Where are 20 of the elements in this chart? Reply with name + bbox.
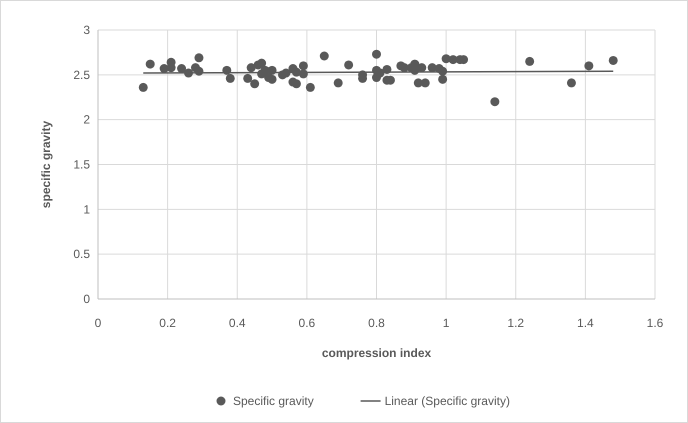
y-tick-label: 1.5 (73, 158, 90, 172)
legend-label: Specific gravity (233, 394, 314, 408)
y-tick-label: 0 (83, 292, 90, 306)
y-axis-title: specific gravity (39, 120, 53, 208)
x-tick-label: 0.8 (368, 316, 386, 330)
x-tick-label: 0.6 (298, 316, 316, 330)
legend-label: Linear (Specific gravity) (384, 394, 510, 408)
y-tick-label: 1 (83, 202, 90, 216)
y-tick-label: 2 (83, 112, 90, 127)
x-tick-label: 1.4 (577, 316, 594, 330)
y-tick-label: 3 (83, 23, 90, 37)
x-tick-label: 1 (442, 316, 450, 330)
x-tick-label: 0.2 (159, 316, 176, 330)
x-tick-label: 0 (94, 316, 102, 330)
y-tick-label: 0.5 (73, 247, 90, 262)
x-tick-label: 1.6 (646, 316, 664, 330)
y-tick-label: 2.5 (73, 68, 90, 82)
x-tick-label: 0.4 (228, 316, 246, 330)
x-tick-label: 1.2 (507, 316, 524, 330)
x-axis-title: compression index (322, 346, 432, 360)
